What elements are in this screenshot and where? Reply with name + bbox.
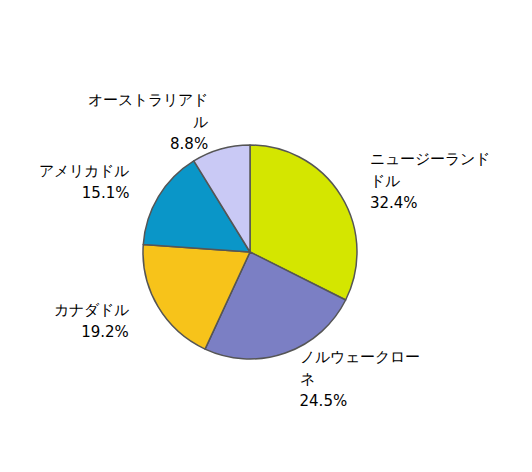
svg-text:ドル: ドル (370, 172, 400, 190)
svg-text:ニュージーランド: ニュージーランド (370, 150, 490, 168)
svg-text:アメリカドル: アメリカドル (39, 162, 129, 180)
svg-text:ノルウェークロー: ノルウェークロー (300, 348, 420, 366)
svg-text:19.2%: 19.2% (81, 323, 129, 341)
svg-text:ネ: ネ (300, 370, 315, 388)
svg-text:カナダドル: カナダドル (54, 301, 129, 319)
svg-text:32.4%: 32.4% (370, 194, 418, 212)
svg-text:24.5%: 24.5% (300, 392, 348, 410)
svg-text:オーストラリアド: オーストラリアド (88, 91, 208, 109)
svg-text:ル: ル (193, 113, 208, 131)
svg-text:8.8%: 8.8% (170, 135, 208, 153)
svg-text:15.1%: 15.1% (82, 184, 130, 202)
